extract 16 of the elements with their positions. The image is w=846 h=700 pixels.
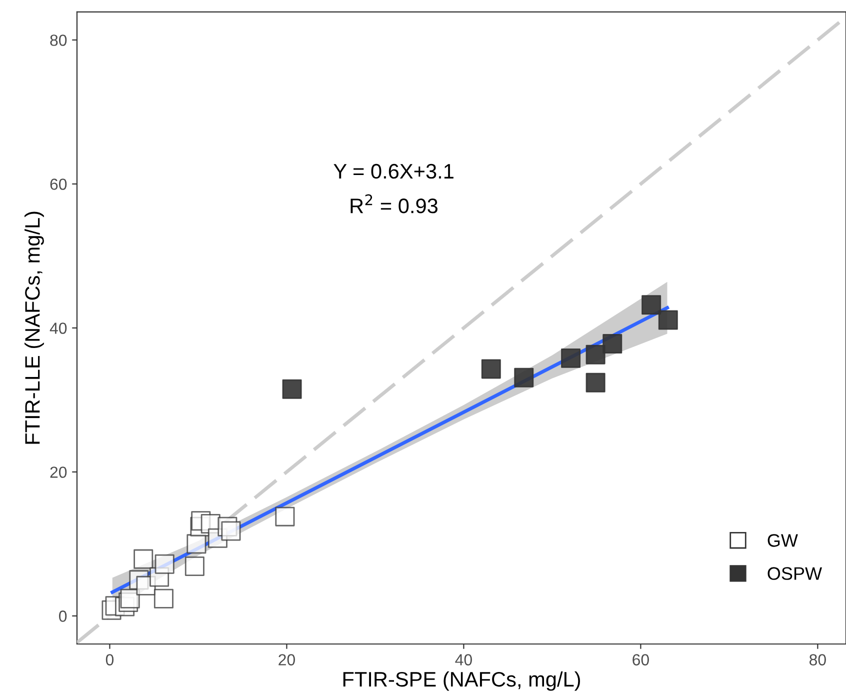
y-tick-label: 40 <box>50 322 67 334</box>
x-tick-label: 20 <box>278 654 295 666</box>
y-tick-label: 60 <box>50 178 67 190</box>
x-tick-label: 0 <box>106 654 114 666</box>
y-axis-title: FTIR-LLE (NAFCs, mg/L) <box>24 212 44 444</box>
annotation: Y = 0.6X+3.1 <box>334 164 454 179</box>
x-tick-label: 80 <box>809 654 826 666</box>
annotation: R$^{2}$ = 0.93 <box>350 194 438 214</box>
legend-label: OSPW <box>768 567 822 580</box>
legend-label: GW <box>768 534 798 547</box>
x-tick-label: 40 <box>455 654 472 666</box>
y-tick-label: 80 <box>50 34 67 46</box>
x-tick-label: 60 <box>632 654 649 666</box>
x-axis-title: FTIR-SPE (NAFCs, mg/L) <box>343 671 580 691</box>
y-tick-label: 0 <box>59 610 67 622</box>
y-tick-label: 20 <box>50 466 67 478</box>
